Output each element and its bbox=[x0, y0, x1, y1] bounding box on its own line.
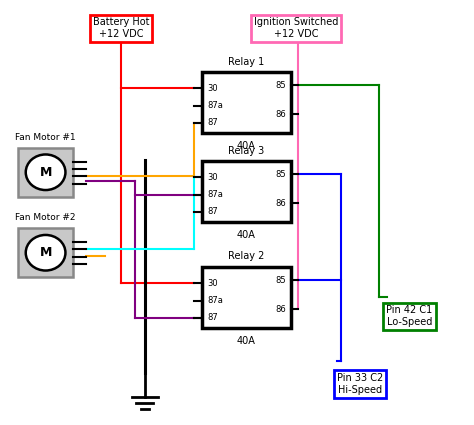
Text: Fan Motor #2: Fan Motor #2 bbox=[15, 213, 75, 222]
Text: 87: 87 bbox=[207, 313, 218, 322]
Text: 87: 87 bbox=[207, 118, 218, 127]
Circle shape bbox=[26, 154, 65, 190]
Text: 87a: 87a bbox=[207, 190, 223, 199]
Circle shape bbox=[26, 235, 65, 271]
Text: 40A: 40A bbox=[237, 141, 256, 151]
Text: 87a: 87a bbox=[207, 296, 223, 305]
Text: 30: 30 bbox=[207, 173, 218, 182]
Text: 85: 85 bbox=[275, 81, 286, 90]
Text: Relay 1: Relay 1 bbox=[228, 57, 264, 67]
Text: 85: 85 bbox=[275, 276, 286, 285]
Bar bbox=[18, 148, 73, 197]
Text: Relay 2: Relay 2 bbox=[228, 252, 264, 261]
Text: Ignition Switched
+12 VDC: Ignition Switched +12 VDC bbox=[254, 17, 338, 39]
Text: Pin 42 C1
Lo-Speed: Pin 42 C1 Lo-Speed bbox=[386, 306, 433, 327]
Text: 40A: 40A bbox=[237, 336, 256, 346]
Text: 30: 30 bbox=[207, 84, 218, 93]
Text: 30: 30 bbox=[207, 279, 218, 288]
Bar bbox=[18, 228, 73, 278]
Text: Pin 33 C2
Hi-Speed: Pin 33 C2 Hi-Speed bbox=[337, 373, 383, 395]
Bar bbox=[201, 266, 292, 328]
Text: 86: 86 bbox=[275, 198, 286, 208]
Text: Relay 3: Relay 3 bbox=[228, 145, 264, 156]
Text: 85: 85 bbox=[275, 170, 286, 179]
Text: 86: 86 bbox=[275, 305, 286, 314]
Bar bbox=[201, 161, 292, 222]
Text: 87: 87 bbox=[207, 207, 218, 216]
Text: Fan Motor #1: Fan Motor #1 bbox=[15, 133, 75, 142]
Bar bbox=[201, 72, 292, 133]
Text: M: M bbox=[39, 246, 52, 259]
Text: 87a: 87a bbox=[207, 101, 223, 110]
Text: M: M bbox=[39, 166, 52, 179]
Text: Battery Hot
+12 VDC: Battery Hot +12 VDC bbox=[93, 17, 149, 39]
Text: 86: 86 bbox=[275, 110, 286, 119]
Text: 40A: 40A bbox=[237, 230, 256, 240]
